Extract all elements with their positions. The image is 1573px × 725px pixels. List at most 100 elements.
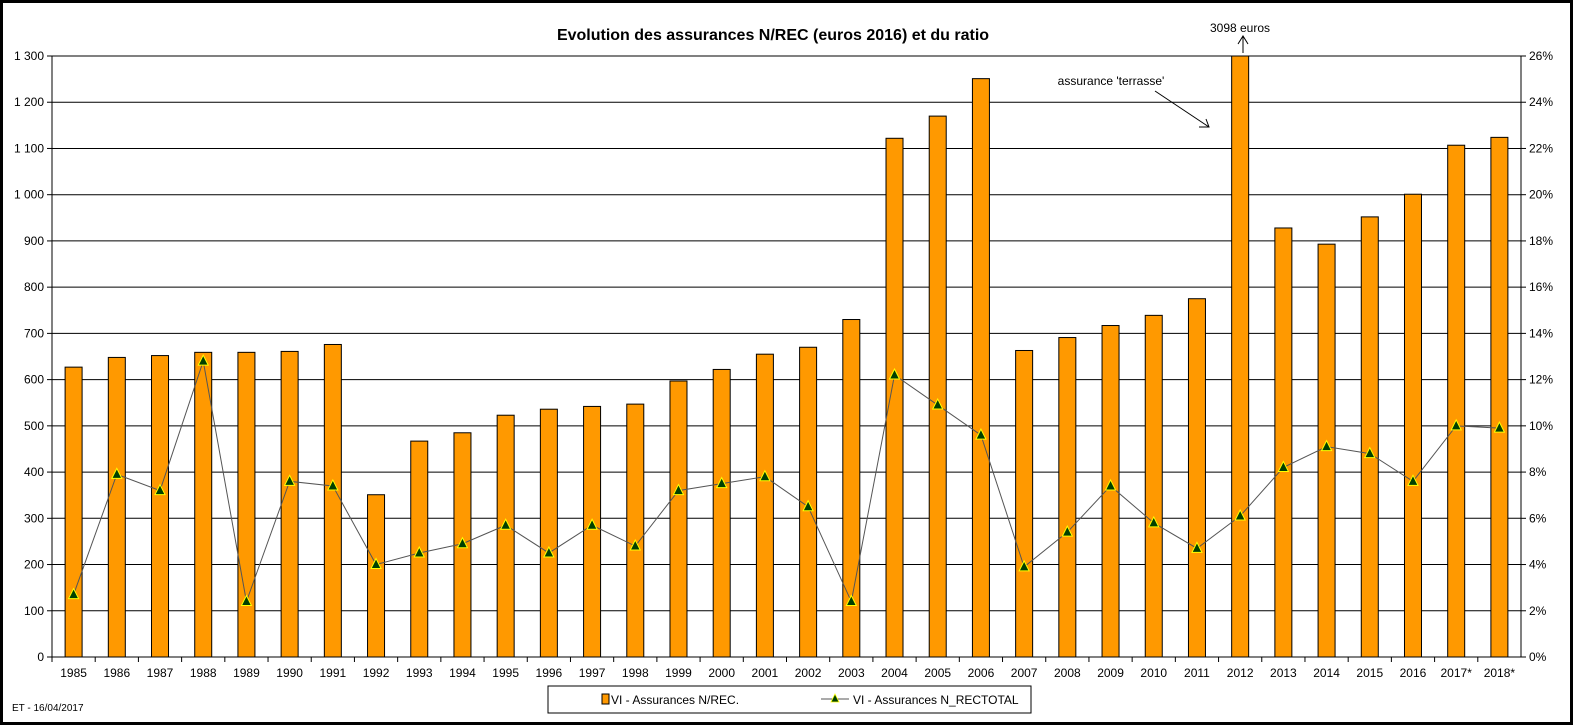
left-tick-label: 300	[24, 511, 44, 525]
ratio-marker-1993	[413, 545, 426, 558]
bar-2016	[1403, 193, 1422, 658]
left-tick-label: 700	[24, 326, 44, 340]
ratio-marker-1986	[110, 467, 123, 479]
bar-1999	[669, 380, 688, 658]
ratio-marker-2010	[1147, 515, 1160, 528]
bar-2015	[1360, 216, 1379, 658]
ratio-marker-1988	[197, 354, 210, 366]
bar-1990	[280, 350, 299, 658]
left-tick-label: 500	[24, 419, 44, 433]
ratio-marker-1999	[672, 483, 685, 496]
x-tick-label: 1987	[147, 666, 174, 680]
chart-title: Evolution des assurances N/REC (euros 20…	[557, 27, 989, 44]
x-tick-label: 2004	[881, 666, 908, 680]
x-tick-label: 2011	[1184, 666, 1210, 680]
right-tick-label: 6%	[1529, 511, 1547, 525]
bar-1988	[194, 351, 213, 658]
x-tick-label: 1997	[579, 666, 606, 680]
left-tick-label: 0	[37, 650, 44, 664]
bar-2012	[1231, 55, 1250, 658]
right-tick-label: 24%	[1529, 95, 1553, 109]
axes: 0 100 200 300 400 500 600 700 800 900 1 000 1 100 1 …	[14, 49, 1553, 680]
x-tick-label: 2015	[1356, 666, 1383, 680]
x-tick-label: 2003	[838, 666, 865, 680]
left-tick-label: 1 100	[14, 141, 44, 155]
left-tick-label: 100	[24, 604, 44, 618]
x-tick-label: 1985	[60, 666, 87, 680]
bar-2003	[842, 319, 861, 658]
ratio-marker-2004	[888, 367, 901, 380]
x-tick-label: 1989	[233, 666, 260, 680]
bar-1992	[367, 494, 386, 658]
left-tick-label: 200	[24, 558, 44, 572]
right-tick-label: 8%	[1529, 465, 1547, 479]
right-tick-label: 22%	[1529, 141, 1553, 155]
right-tick-label: 2%	[1529, 604, 1547, 618]
x-tick-label: 1996	[536, 666, 563, 680]
right-tick-label: 10%	[1529, 419, 1553, 433]
right-tick-label: 26%	[1529, 49, 1553, 63]
footer-date: ET - 16/04/2017	[12, 703, 84, 714]
ratio-marker-2002	[802, 499, 814, 512]
ratio-marker-2018*	[1493, 421, 1506, 433]
ratio-marker-2008	[1061, 525, 1074, 537]
clipped-arrowhead	[1237, 35, 1249, 45]
bar-1996	[539, 408, 558, 658]
bar-1985	[64, 366, 83, 658]
x-tick-label: 2005	[924, 666, 951, 680]
annotation-arrow	[1154, 90, 1210, 128]
line-series	[67, 354, 1506, 607]
annotation-arrowhead	[1199, 118, 1210, 128]
clipped-value-label: 3098 euros	[1210, 21, 1270, 35]
x-tick-label: 2014	[1313, 666, 1340, 680]
x-tick-label: 1992	[363, 666, 390, 680]
ratio-marker-2000	[715, 476, 728, 489]
right-tick-label: 18%	[1529, 234, 1553, 248]
bar-1997	[583, 405, 602, 658]
ratio-marker-1989	[240, 594, 253, 607]
right-tick-label: 4%	[1529, 558, 1547, 572]
annotation-label: assurance 'terrasse'	[1058, 74, 1165, 88]
ratio-marker-2016	[1407, 474, 1419, 486]
ratio-marker-1994	[456, 536, 469, 549]
x-tick-label: 2008	[1054, 666, 1081, 680]
ratio-marker-2014	[1320, 439, 1333, 452]
ratio-marker-2017*	[1450, 418, 1463, 431]
x-tick-label: 2013	[1270, 666, 1297, 680]
x-tick-label: 1991	[319, 666, 346, 680]
left-tick-label: 800	[24, 280, 44, 294]
x-tick-label: 2006	[968, 666, 995, 680]
left-tick-label: 900	[24, 234, 44, 248]
x-tick-label: 1995	[492, 666, 519, 680]
legend-line-label: VI - Assurances N_RECTOTAL	[853, 693, 1019, 707]
bar-2018*	[1490, 136, 1509, 658]
right-tick-label: 12%	[1529, 373, 1553, 387]
legend-line-marker	[830, 693, 840, 703]
ratio-marker-1997	[586, 518, 598, 530]
x-tick-label: 2007	[1011, 666, 1038, 680]
bar-1986	[107, 356, 126, 658]
bar-2006	[971, 78, 990, 658]
bar-1987	[151, 355, 170, 658]
left-tick-label: 1 300	[14, 49, 44, 63]
bar-2011	[1187, 298, 1206, 658]
x-tick-label: 2000	[708, 666, 735, 680]
right-tick-label: 20%	[1529, 188, 1553, 202]
ratio-marker-1995	[499, 518, 512, 530]
x-tick-label: 1999	[665, 666, 692, 680]
ratio-marker-1996	[543, 545, 555, 558]
bar-1995	[496, 414, 515, 658]
x-tick-label: 1994	[449, 666, 476, 680]
right-tick-label: 14%	[1529, 326, 1553, 340]
ratio-marker-2013	[1277, 460, 1290, 472]
ratio-marker-1991	[327, 478, 339, 491]
ratio-marker-1987	[154, 483, 166, 496]
ratio-marker-1992	[370, 557, 382, 570]
ratio-marker-2005	[931, 397, 944, 410]
ratio-marker-2009	[1104, 478, 1117, 491]
ratio-marker-2007	[1018, 559, 1030, 572]
ratio-marker-2003	[845, 594, 858, 607]
gridlines	[52, 55, 1521, 658]
ratio-marker-2012	[1234, 508, 1246, 521]
